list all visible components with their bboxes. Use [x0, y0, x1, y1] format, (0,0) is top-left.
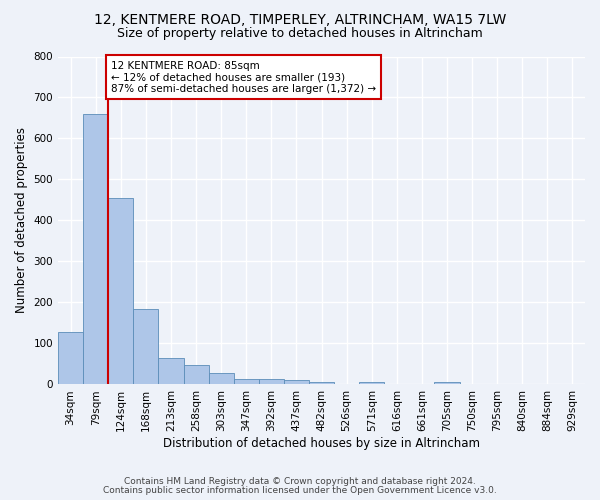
Text: Contains HM Land Registry data © Crown copyright and database right 2024.: Contains HM Land Registry data © Crown c… — [124, 477, 476, 486]
Bar — [133, 310, 158, 384]
Bar — [259, 379, 284, 384]
Bar — [83, 114, 108, 384]
Y-axis label: Number of detached properties: Number of detached properties — [15, 128, 28, 314]
Bar — [359, 382, 384, 384]
Bar — [284, 380, 309, 384]
Text: 12 KENTMERE ROAD: 85sqm
← 12% of detached houses are smaller (193)
87% of semi-d: 12 KENTMERE ROAD: 85sqm ← 12% of detache… — [111, 60, 376, 94]
Bar — [233, 379, 259, 384]
Bar — [158, 358, 184, 384]
Bar — [108, 198, 133, 384]
Bar — [434, 382, 460, 384]
Bar — [309, 382, 334, 384]
Text: Contains public sector information licensed under the Open Government Licence v3: Contains public sector information licen… — [103, 486, 497, 495]
Bar — [209, 373, 233, 384]
Bar — [58, 332, 83, 384]
X-axis label: Distribution of detached houses by size in Altrincham: Distribution of detached houses by size … — [163, 437, 480, 450]
Text: 12, KENTMERE ROAD, TIMPERLEY, ALTRINCHAM, WA15 7LW: 12, KENTMERE ROAD, TIMPERLEY, ALTRINCHAM… — [94, 12, 506, 26]
Text: Size of property relative to detached houses in Altrincham: Size of property relative to detached ho… — [117, 28, 483, 40]
Bar — [184, 365, 209, 384]
